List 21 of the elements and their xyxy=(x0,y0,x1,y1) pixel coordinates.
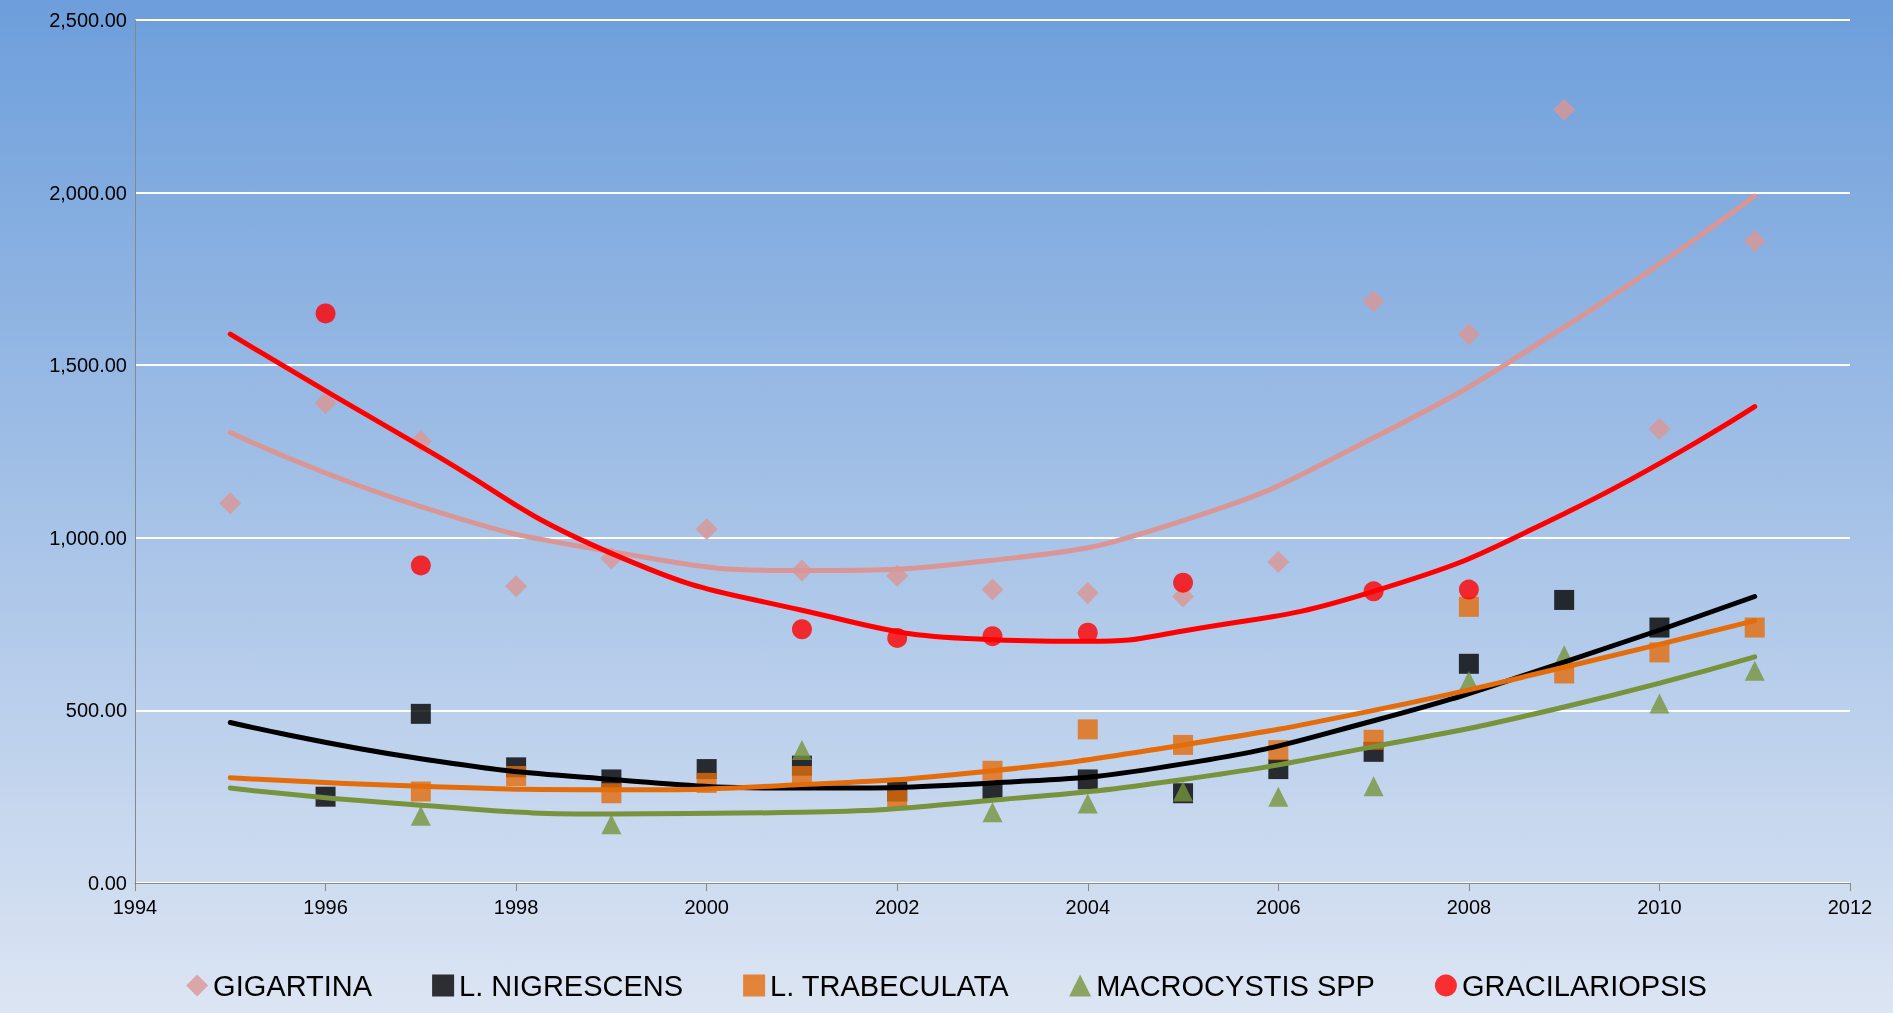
y-tick-label: 1,500.00 xyxy=(49,354,127,377)
x-tick-label: 1996 xyxy=(303,896,348,918)
legend-label: L. NIGRESCENS xyxy=(459,969,684,1002)
y-tick-label: 2,000.00 xyxy=(49,181,127,204)
x-tick-label: 2006 xyxy=(1256,896,1301,918)
x-tick-label: 1998 xyxy=(493,896,539,918)
x-tick-label: 2012 xyxy=(1827,896,1873,918)
legend-label: GIGARTINA xyxy=(213,969,373,1002)
x-tick-label: 1994 xyxy=(112,896,158,918)
x-tick-label: 2008 xyxy=(1446,896,1492,918)
legend-label: L. TRABECULATA xyxy=(770,969,1010,1002)
y-tick-label: 0.00 xyxy=(88,872,127,894)
x-tick-label: 2010 xyxy=(1637,896,1682,918)
x-tick-label: 2002 xyxy=(874,896,920,918)
legend-label: GRACILARIOPSIS xyxy=(1461,969,1707,1002)
legend-label: MACROCYSTIS SPP xyxy=(1096,969,1375,1002)
y-tick-label: 500.00 xyxy=(65,699,127,722)
x-tick-label: 2000 xyxy=(684,896,729,918)
y-tick-label: 1,000.00 xyxy=(49,526,127,549)
y-tick-label: 2,500.00 xyxy=(49,9,127,31)
x-tick-label: 2004 xyxy=(1065,896,1111,918)
